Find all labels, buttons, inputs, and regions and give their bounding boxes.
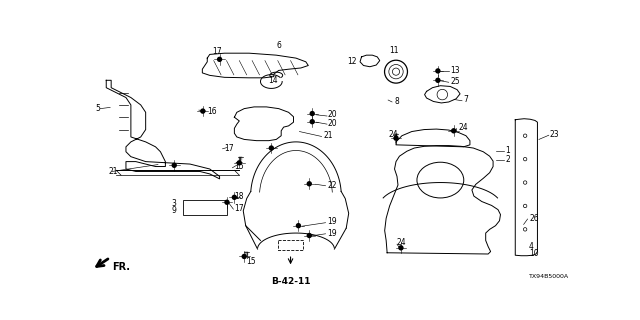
Text: 15: 15 <box>246 257 256 266</box>
Circle shape <box>435 77 440 83</box>
Text: 5: 5 <box>95 104 100 113</box>
Circle shape <box>435 68 440 74</box>
Circle shape <box>451 128 456 133</box>
Text: 24: 24 <box>388 130 397 139</box>
Text: B-42-11: B-42-11 <box>271 277 310 286</box>
Circle shape <box>398 245 404 251</box>
Circle shape <box>394 135 399 141</box>
Text: 12: 12 <box>347 57 356 66</box>
Text: 14: 14 <box>268 76 278 85</box>
Text: 23: 23 <box>550 130 559 139</box>
Text: 20: 20 <box>328 110 338 119</box>
Text: 13: 13 <box>450 66 460 75</box>
Text: 15: 15 <box>234 162 244 171</box>
Text: 17: 17 <box>212 47 222 56</box>
Text: 18: 18 <box>234 192 244 201</box>
Text: 6: 6 <box>276 41 281 50</box>
Circle shape <box>310 111 315 116</box>
Text: 17: 17 <box>234 204 244 213</box>
Text: 24: 24 <box>396 238 406 247</box>
Circle shape <box>172 163 177 168</box>
Text: 11: 11 <box>390 46 399 55</box>
Text: 17: 17 <box>225 144 234 153</box>
Text: 8: 8 <box>394 97 399 106</box>
Circle shape <box>232 195 237 200</box>
Text: 21: 21 <box>109 167 118 176</box>
Bar <box>182 200 227 215</box>
Text: 26: 26 <box>529 214 539 223</box>
Text: 24: 24 <box>459 123 468 132</box>
Text: FR.: FR. <box>113 262 131 272</box>
Text: 4: 4 <box>529 242 534 251</box>
Text: 7: 7 <box>463 95 468 105</box>
Circle shape <box>237 160 242 165</box>
Circle shape <box>296 223 301 228</box>
Text: 19: 19 <box>327 218 337 227</box>
Text: 2: 2 <box>506 155 510 164</box>
Circle shape <box>269 145 274 151</box>
Text: 9: 9 <box>172 206 177 215</box>
Text: 10: 10 <box>529 250 539 259</box>
Text: TX94B5000A: TX94B5000A <box>529 274 570 279</box>
Bar <box>278 240 303 250</box>
Circle shape <box>310 119 315 124</box>
Text: 22: 22 <box>327 180 337 189</box>
Text: 25: 25 <box>450 77 460 86</box>
Circle shape <box>217 57 222 62</box>
Circle shape <box>200 108 205 114</box>
Circle shape <box>241 254 247 259</box>
Text: 3: 3 <box>172 199 177 208</box>
Circle shape <box>307 181 312 187</box>
Text: 1: 1 <box>506 146 510 155</box>
Circle shape <box>224 200 230 205</box>
Text: 16: 16 <box>207 107 217 116</box>
Text: 19: 19 <box>327 228 337 237</box>
Text: 21: 21 <box>323 131 333 140</box>
Circle shape <box>307 233 312 238</box>
Text: 20: 20 <box>328 119 338 128</box>
